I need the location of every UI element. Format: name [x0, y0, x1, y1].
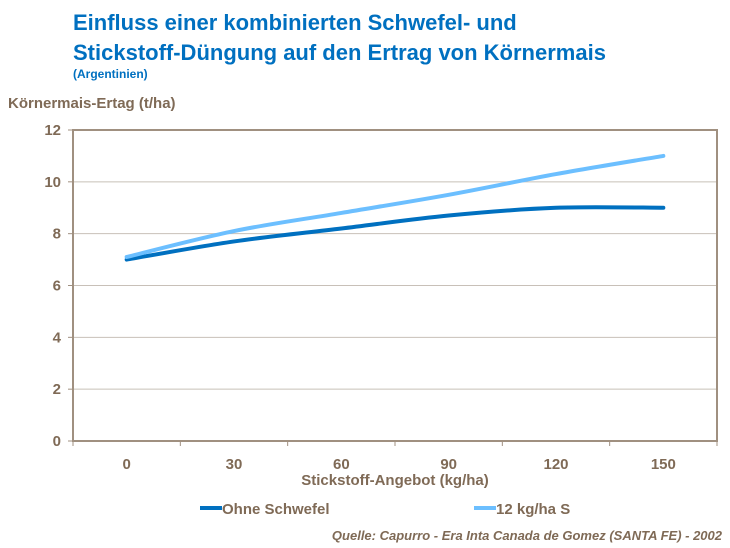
chart-title-line-1: Einfluss einer kombinierten Schwefel- un…	[73, 10, 517, 35]
y-tick-label: 2	[53, 381, 61, 398]
legend-label-12-kg-ha-s: 12 kg/ha S	[496, 501, 570, 518]
x-tick-label: 30	[226, 456, 243, 473]
series-line-0	[124, 205, 666, 262]
series-line-1	[124, 153, 666, 259]
x-tick-label: 0	[122, 456, 130, 473]
y-tick-label: 6	[53, 278, 61, 295]
source-note: Quelle: Capurro - Era Inta Canada de Gom…	[332, 528, 723, 543]
y-axis-label: Körnermais-Ertag (t/ha)	[8, 95, 176, 112]
x-tick-label: 120	[543, 456, 568, 473]
y-tick-label: 12	[44, 122, 61, 139]
y-tick-label: 4	[53, 329, 62, 346]
legend: Ohne Schwefel 12 kg/ha S	[200, 501, 570, 518]
y-tick-label: 8	[53, 226, 61, 243]
y-tick-label: 10	[44, 174, 61, 191]
x-tick-label: 90	[440, 456, 457, 473]
x-tick-label: 60	[333, 456, 350, 473]
x-tick-label: 150	[651, 456, 676, 473]
x-axis-label: Stickstoff-Angebot (kg/ha)	[301, 472, 489, 489]
legend-label-ohne-schwefel: Ohne Schwefel	[222, 501, 330, 518]
chart-title-line-2: Stickstoff-Düngung auf den Ertrag von Kö…	[73, 40, 606, 65]
chart-title: Einfluss einer kombinierten Schwefel- un…	[73, 8, 606, 68]
y-tick-label: 0	[53, 433, 61, 450]
chart-subtitle: (Argentinien)	[73, 67, 148, 81]
